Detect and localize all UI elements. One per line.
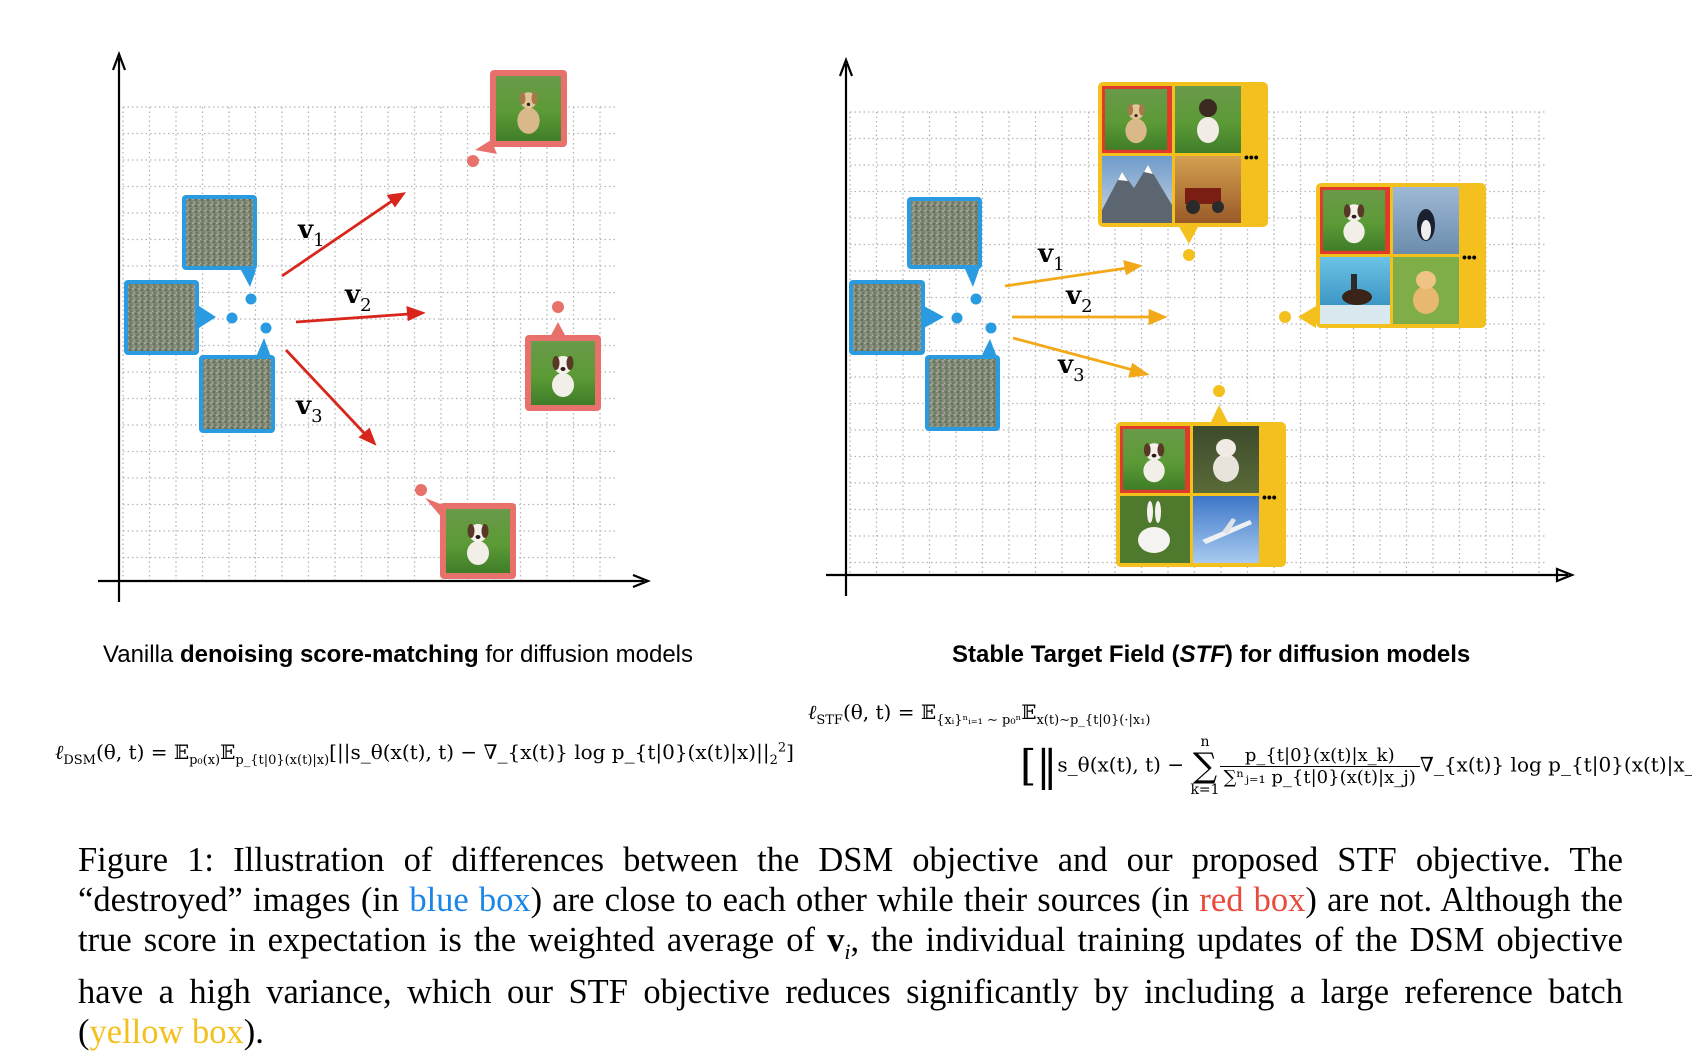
noisy-point-2 <box>226 312 238 324</box>
target-point-3 <box>1213 385 1225 397</box>
reference-batch-box-3: ••• <box>1116 405 1286 567</box>
tractor-photo <box>1175 156 1241 223</box>
label-v3-right: v3 <box>1057 350 1085 386</box>
noisy-image-box-1 <box>182 195 257 287</box>
rabbit-photo <box>1120 496 1190 563</box>
ellipsis-1: ••• <box>1244 149 1259 165</box>
horse-rider-photo <box>1320 257 1390 324</box>
reference-batch-box-2: ••• <box>1298 183 1486 328</box>
noisy-image-box-2 <box>124 280 216 355</box>
target-point-1 <box>1183 249 1195 261</box>
source-point-1 <box>467 155 479 167</box>
label-v1-right: v1 <box>1037 239 1065 275</box>
arrow-v1-left <box>281 199 393 278</box>
noisy-point-right-2 <box>951 312 963 324</box>
airplane-photo <box>1193 496 1259 563</box>
right-panel-subtitle: Stable Target Field (STF) for diffusion … <box>952 641 1471 668</box>
puffin-photo <box>1393 187 1459 254</box>
stf-equation-line-2: [‖s_θ(x(t), t) − n ∑ k=1 p_{t|0}(x(t)|x_k) ∑… <box>1020 734 1692 798</box>
ellipsis-2: ••• <box>1462 249 1477 265</box>
left-panel-subtitle: Vanilla denoising score-matching for dif… <box>103 641 693 668</box>
ellipsis-3: ••• <box>1262 489 1277 505</box>
noisy-point-right-1 <box>970 293 982 305</box>
noisy-image-box-right-2 <box>849 280 944 355</box>
arrow-v2-left <box>295 312 410 324</box>
label-v2-left: v2 <box>344 280 372 316</box>
noisy-image-box-right-3 <box>925 339 1000 431</box>
source-image-box-1 <box>475 70 567 154</box>
noisy-image-box-3 <box>199 338 275 433</box>
arrow-v1-right <box>1004 266 1128 288</box>
figure-caption: Figure 1: Illustration of differences be… <box>78 841 1623 1051</box>
label-v1-left: v1 <box>297 215 325 251</box>
mountain-photo <box>1102 156 1172 223</box>
noisy-point-1 <box>245 293 257 305</box>
source-point-2 <box>552 301 564 313</box>
arrow-v3-left <box>284 349 367 435</box>
label-v2-right: v2 <box>1065 281 1093 317</box>
noisy-point-right-3 <box>985 322 997 334</box>
noisy-point-3 <box>260 322 272 334</box>
stf-equation-line-1: ℓSTF(θ, t) = 𝔼{xᵢ}ⁿᵢ₌₁ ∼ p₀ⁿ𝔼x(t)∼p_{t|0… <box>808 700 1151 728</box>
source-point-3 <box>415 484 427 496</box>
source-image-box-3 <box>425 498 516 579</box>
target-point-2 <box>1279 311 1291 323</box>
dsm-equation: ℓDSM(θ, t) = 𝔼p₀(x)𝔼p_{t|0}(x(t)|x)[||s_… <box>55 740 794 768</box>
label-v3-left: v3 <box>295 391 323 427</box>
arrow-v3-right <box>1012 336 1134 372</box>
source-image-box-2 <box>525 322 601 411</box>
cat-photo <box>1393 257 1459 324</box>
figure-illustration: v1 v2 v3 <box>98 50 1575 602</box>
dog-photo <box>1175 86 1241 153</box>
noisy-image-box-right-1 <box>907 197 982 287</box>
dog-photo-2 <box>1193 426 1259 493</box>
reference-batch-box-1: ••• <box>1098 82 1268 244</box>
